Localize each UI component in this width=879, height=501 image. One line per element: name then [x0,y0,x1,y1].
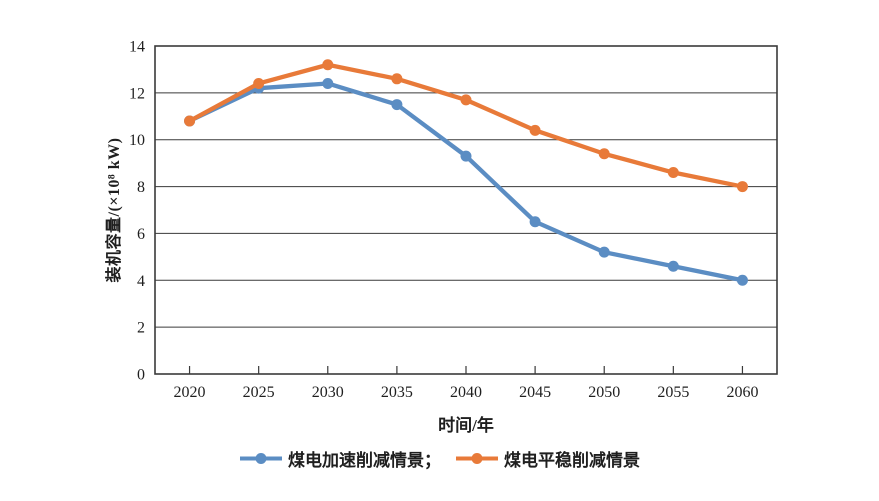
y-tick-label: 2 [137,320,145,337]
legend-item-accelerated-scenario: 煤电加速削减情景； [239,446,441,471]
x-tick-label: 2030 [312,384,344,401]
x-tick-label: 2060 [726,384,758,401]
data-point-1 [253,77,265,89]
legend-label-accelerated-scenario: 煤电加速削减情景； [288,451,441,470]
x-tick-label: 2020 [174,384,206,401]
x-tick-label: 2025 [243,384,275,401]
legend-item-steady-scenario: 煤电平稳削减情景 [455,446,640,471]
data-point-1 [184,115,196,127]
y-tick-label: 12 [129,85,145,102]
legend-label-steady-scenario: 煤电平稳削减情景 [504,451,640,470]
plot-area: 2020 2025 2030 2035 2040 2045 2050 2055 2060 0 2 4 6… [129,39,778,401]
x-tick-label: 2035 [381,384,413,401]
data-point-0 [598,246,610,258]
data-point-1 [736,181,748,193]
x-tick-label: 2055 [657,384,689,401]
y-tick-label: 14 [129,39,145,56]
legend-marker-line-dot-icon [456,453,498,464]
series-line-1 [187,62,745,189]
x-tick-label: 2040 [450,384,482,401]
data-point-1 [391,73,403,85]
x-tick-label: 2045 [519,384,551,401]
data-point-1 [529,124,541,136]
data-point-1 [322,59,334,71]
y-tick-label: 4 [137,273,145,290]
data-point-0 [529,216,541,228]
y-tick-label: 10 [129,132,145,149]
data-point-0 [736,274,748,286]
data-point-0 [460,150,472,162]
x-axis-title: 时间/年 [438,416,494,435]
series-line-0 [187,81,745,283]
data-point-0 [667,260,679,272]
y-tick-label: 0 [137,367,145,384]
legend: 煤电加速削减情景； 煤电平稳削减情景 [0,446,879,471]
y-tick-label: 6 [137,226,145,243]
data-point-1 [667,167,679,179]
data-point-1 [598,148,610,160]
x-tick-label: 2050 [588,384,620,401]
data-point-0 [322,77,334,89]
data-point-0 [391,99,403,111]
legend-marker-line-dot-icon [240,453,282,464]
y-tick-label: 8 [137,179,145,196]
data-point-1 [460,94,472,106]
